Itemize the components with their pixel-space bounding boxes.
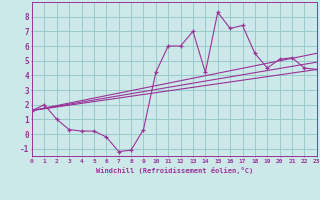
X-axis label: Windchill (Refroidissement éolien,°C): Windchill (Refroidissement éolien,°C) (96, 167, 253, 174)
